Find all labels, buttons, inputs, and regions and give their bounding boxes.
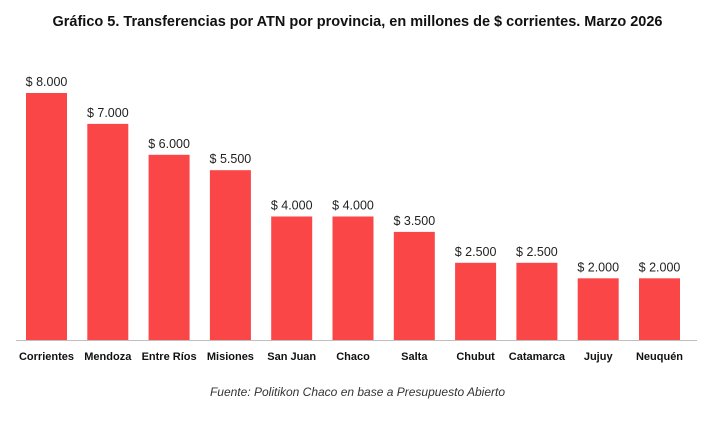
bar-0 (26, 93, 67, 340)
bar-10 (639, 278, 680, 341)
value-label-10: $ 2.000 (639, 260, 681, 274)
bar-3 (209, 170, 251, 340)
category-label-9: Jujuy (584, 351, 614, 363)
value-label-7: $ 2.500 (455, 245, 497, 259)
bar-2 (148, 154, 190, 341)
bar-4 (271, 216, 313, 340)
value-label-6: $ 3.500 (393, 214, 435, 228)
category-label-10: Neuquén (636, 351, 683, 363)
chart-title: Gráfico 5. Transferencias por ATN por pr… (52, 14, 663, 30)
category-label-3: Misiones (207, 351, 254, 363)
value-label-9: $ 2.000 (577, 260, 619, 274)
bar-1 (87, 123, 129, 341)
bar-5 (332, 216, 374, 340)
value-labels-group: $ 8.000 $ 7.000 $ 6.000 $ 5.500 $ 4.000 $ 4.0… (26, 75, 681, 274)
category-label-2: Entre Ríos (142, 351, 197, 363)
category-label-5: Chaco (336, 351, 370, 363)
bar-9 (577, 278, 619, 341)
value-label-2: $ 6.000 (148, 137, 190, 151)
chart-source: Fuente: Politikon Chaco en base a Presup… (209, 385, 506, 399)
value-label-5: $ 4.000 (332, 199, 374, 213)
value-label-1: $ 7.000 (87, 106, 129, 120)
category-label-4: San Juan (267, 351, 316, 363)
bar-7 (455, 262, 497, 340)
category-labels-group: Corrientes Mendoza Entre Ríos Misiones San J… (19, 351, 683, 363)
value-label-8: $ 2.500 (516, 245, 558, 259)
category-label-1: Mendoza (84, 351, 132, 363)
category-label-0: Corrientes (19, 351, 74, 363)
value-label-4: $ 4.000 (271, 199, 313, 213)
bar-8 (516, 262, 558, 340)
value-label-3: $ 5.500 (210, 152, 252, 166)
category-label-8: Catamarca (509, 351, 566, 363)
bar-6 (393, 231, 435, 340)
value-label-0: $ 8.000 (26, 75, 68, 89)
category-label-7: Chubut (456, 351, 495, 363)
bars-group (26, 93, 680, 341)
category-label-6: Salta (401, 351, 428, 363)
